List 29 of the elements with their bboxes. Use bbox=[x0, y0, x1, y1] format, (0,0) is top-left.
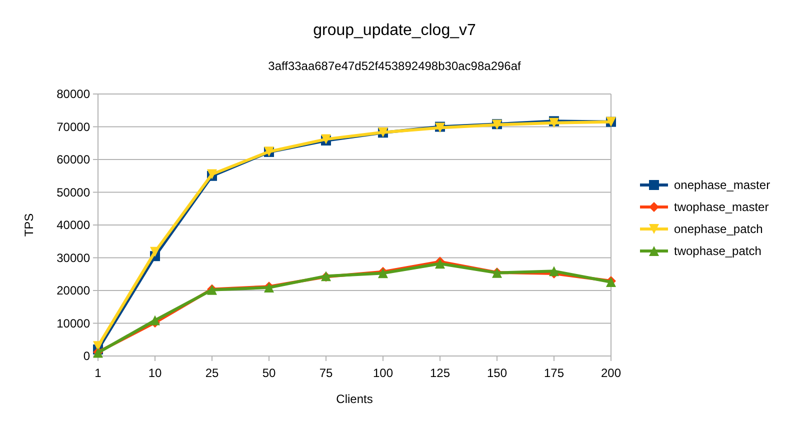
x-tick-label: 25 bbox=[205, 366, 219, 380]
x-tick-label: 150 bbox=[486, 366, 508, 380]
legend-label: onephase_patch bbox=[674, 222, 763, 236]
x-tick-label: 1 bbox=[94, 366, 102, 380]
point bbox=[150, 246, 160, 257]
y-axis-title: TPS bbox=[22, 213, 36, 237]
legend-label: onephase_master bbox=[674, 178, 770, 192]
y-tick-label: 60000 bbox=[56, 152, 90, 167]
y-tick-label: 40000 bbox=[56, 218, 90, 232]
legend-label: twophase_patch bbox=[674, 244, 762, 258]
y-tick-label: 80000 bbox=[56, 87, 90, 102]
x-tick-label: 125 bbox=[430, 366, 450, 380]
chart-subtitle: 3aff33aa687e47d52f453892498b30ac98a296af bbox=[268, 59, 522, 73]
chart-title: group_update_clog_v7 bbox=[313, 22, 476, 39]
x-axis-title: Clients bbox=[336, 392, 373, 406]
x-tick-label: 75 bbox=[319, 366, 333, 380]
point bbox=[150, 315, 160, 326]
x-tick-label: 50 bbox=[262, 366, 276, 380]
legend-label: twophase_master bbox=[674, 200, 769, 214]
y-tick-label: 50000 bbox=[56, 185, 90, 200]
x-tick-label: 100 bbox=[372, 366, 394, 380]
y-tick-label: 20000 bbox=[56, 284, 90, 298]
y-tick-label: 30000 bbox=[56, 250, 90, 265]
x-tick-label: 175 bbox=[544, 366, 564, 380]
y-tick-label: 0 bbox=[83, 349, 90, 364]
y-tick-label: 70000 bbox=[56, 120, 90, 134]
x-tick-label: 10 bbox=[148, 366, 162, 380]
x-tick-label: 200 bbox=[600, 366, 622, 380]
y-tick-label: 10000 bbox=[56, 316, 90, 330]
